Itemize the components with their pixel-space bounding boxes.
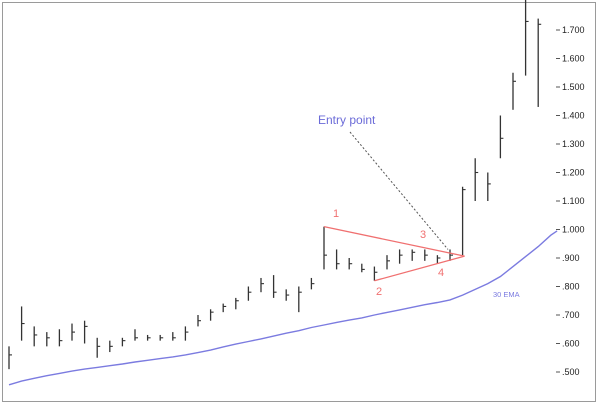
price-bar — [260, 277, 264, 293]
pattern-point-4: 4 — [438, 267, 444, 279]
price-bar — [524, 0, 529, 76]
price-bar — [487, 172, 491, 201]
y-tick-label: .500 — [562, 367, 580, 377]
price-bar — [361, 263, 365, 273]
price-bar — [386, 255, 390, 270]
price-bar — [323, 226, 327, 270]
triangle-upper-line — [323, 226, 465, 257]
price-bar — [499, 115, 504, 159]
price-bar — [398, 249, 403, 264]
price-bar — [235, 297, 239, 310]
price-bar — [298, 286, 302, 313]
price-bar — [335, 249, 340, 270]
price-bar — [272, 275, 277, 298]
y-tick-label: .700 — [562, 310, 580, 320]
price-bar — [424, 249, 428, 261]
price-bar — [8, 346, 12, 370]
ema-series-label: 30 EMA — [493, 290, 520, 299]
price-bar — [197, 315, 201, 327]
price-bar — [121, 337, 126, 347]
price-bar — [146, 334, 151, 341]
pattern-point-3: 3 — [420, 229, 426, 241]
y-tick-label: .900 — [562, 253, 580, 263]
price-bar — [20, 306, 25, 341]
ema-line — [8, 230, 558, 386]
triangle-lower-line — [374, 255, 465, 282]
price-bar — [310, 277, 315, 290]
price-bar — [46, 332, 50, 347]
triangle-pattern: 1 2 3 4 — [323, 208, 465, 298]
y-tick-label: 1.300 — [562, 139, 585, 149]
price-bar — [209, 309, 214, 321]
price-bar — [348, 258, 353, 270]
pattern-point-1: 1 — [333, 208, 339, 220]
price-bar — [285, 289, 290, 301]
y-tick-label: .800 — [562, 282, 580, 292]
price-bar — [172, 332, 176, 341]
entry-guide-line — [349, 131, 449, 250]
price-bar — [96, 337, 101, 358]
price-bar — [184, 326, 189, 341]
y-tick-label: 1.100 — [562, 196, 585, 206]
y-tick-label: 1.700 — [562, 25, 585, 35]
price-bar — [58, 329, 63, 347]
price-bar — [373, 266, 378, 281]
price-bar — [461, 186, 466, 256]
price-bar — [83, 320, 88, 344]
price-bars — [8, 0, 542, 370]
price-bar — [436, 255, 441, 264]
pattern-point-2: 2 — [376, 286, 382, 298]
price-bar — [109, 340, 113, 353]
y-tick-label: 1.600 — [562, 54, 585, 64]
entry-point-label: Entry point — [318, 113, 376, 127]
y-tick-label: 1.500 — [562, 82, 585, 92]
y-tick-label: .600 — [562, 339, 580, 349]
y-axis: .500 .600 .700 .800 .900 1.000 1.100 1.200 1.300… — [556, 25, 585, 377]
price-bar — [247, 286, 252, 301]
price-bar — [222, 303, 227, 313]
y-tick-label: 1.200 — [562, 168, 585, 178]
chart-frame — [2, 2, 596, 402]
ema-layer — [8, 230, 558, 386]
price-bar — [33, 326, 38, 347]
price-bar — [449, 249, 453, 261]
price-bar — [474, 158, 479, 201]
y-tick-label: 1.000 — [562, 225, 585, 235]
price-bar — [512, 72, 516, 110]
price-bar — [71, 323, 75, 341]
price-bar — [537, 18, 542, 107]
annotations: Entry point 30 EMA — [318, 113, 520, 299]
price-bar — [159, 334, 164, 341]
y-tick-label: 1.400 — [562, 111, 585, 121]
price-bar — [134, 329, 138, 341]
price-bar — [411, 249, 416, 261]
